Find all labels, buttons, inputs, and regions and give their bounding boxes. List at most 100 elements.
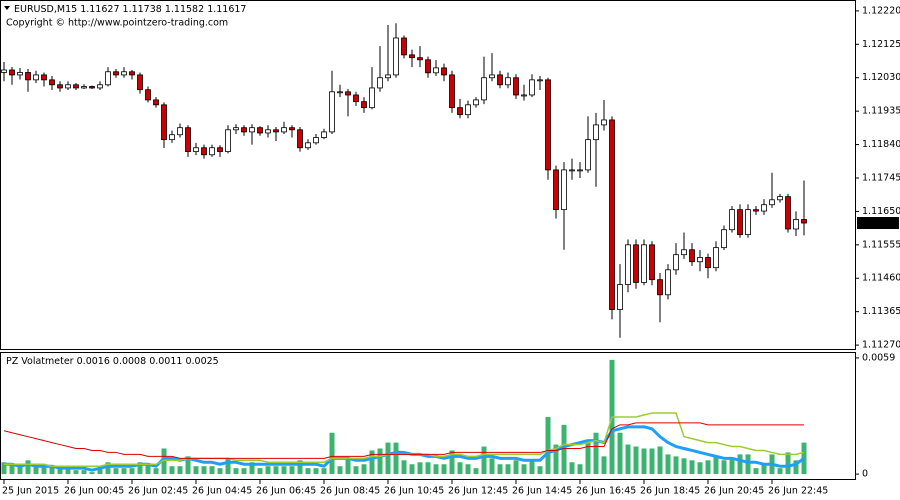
volatility-bar <box>793 460 799 475</box>
candle-body <box>433 67 439 74</box>
candle-body <box>257 127 263 134</box>
indicator-line <box>3 422 804 459</box>
candle-body <box>521 94 527 97</box>
candle-body <box>9 69 15 76</box>
volatility-bar <box>473 468 479 475</box>
candle-body <box>73 84 79 89</box>
volatility-bar <box>305 468 311 475</box>
volatility-bar <box>169 466 175 475</box>
volatility-bar <box>601 456 607 475</box>
volatility-bar <box>129 468 135 475</box>
volatility-bar <box>737 454 743 475</box>
candle-body <box>785 196 791 230</box>
volatility-bar <box>161 448 167 475</box>
candle-body <box>609 119 615 310</box>
price-label: 1.11617 <box>860 218 899 229</box>
candle-body <box>161 104 167 141</box>
indicator-value: 0.0016 <box>77 356 110 367</box>
volatility-bar <box>49 466 55 475</box>
candle-body <box>665 269 671 296</box>
volatility-bar <box>65 468 71 475</box>
volatility-bar <box>257 468 263 475</box>
volatility-bar <box>633 446 639 475</box>
volatility-bar <box>113 468 119 475</box>
volatility-bar <box>521 464 527 475</box>
chart-title: EURUSD,M15 1.11627 1.11738 1.11582 1.116… <box>14 4 246 15</box>
y-tick-label: 0.0059 <box>862 352 895 363</box>
y-tick-label: 1.11555 <box>862 239 900 250</box>
volatility-bar <box>1 462 7 475</box>
x-tick-label: 26 Jun 22:45 <box>768 486 828 497</box>
indicator-value: 0.0008 <box>113 356 146 367</box>
candle-body <box>497 74 503 86</box>
volatility-bar <box>673 456 679 475</box>
volatility-bar <box>425 462 431 475</box>
candle-body <box>625 244 631 285</box>
candle-body <box>249 127 255 133</box>
volatility-bar <box>33 466 39 475</box>
candle-body <box>689 249 695 263</box>
volatility-bar <box>121 468 127 475</box>
main-panel <box>0 0 856 350</box>
candle-body <box>417 57 423 61</box>
volatility-bar <box>337 466 343 475</box>
x-tick-label: 26 Jun 02:45 <box>128 486 188 497</box>
volatility-bar <box>481 446 487 475</box>
volatility-bar <box>241 468 247 475</box>
y-tick-label: 1.11270 <box>862 340 900 351</box>
candle-body <box>545 79 551 171</box>
candle-body <box>353 94 359 103</box>
candle-body <box>753 209 759 212</box>
candle-body <box>385 74 391 79</box>
volatility-bar <box>641 448 647 475</box>
candle-body <box>129 71 135 76</box>
x-tick-label: 25 Jun 2015 <box>2 486 59 497</box>
candle-body <box>313 137 319 144</box>
volatility-bar <box>689 460 695 475</box>
x-tick-label: 26 Jun 12:45 <box>448 486 508 497</box>
candle-body <box>761 204 767 212</box>
volatility-bar <box>713 456 719 475</box>
x-tick-label: 26 Jun 18:45 <box>640 486 700 497</box>
y-tick-label: 1.11840 <box>862 139 900 150</box>
volatility-bar <box>185 456 191 475</box>
volatility-bar <box>177 466 183 475</box>
candle-body <box>265 129 271 134</box>
candle-body <box>1 69 7 73</box>
volatility-bar <box>209 466 215 475</box>
volatility-bar <box>233 468 239 475</box>
candle-body <box>201 147 207 156</box>
x-tick-label: 26 Jun 14:45 <box>512 486 572 497</box>
candle-body <box>113 71 119 76</box>
volatility-bar <box>465 464 471 475</box>
volatility-bar <box>313 468 319 475</box>
y-tick-label: 1.11650 <box>862 206 900 217</box>
volatility-bar <box>545 416 551 475</box>
candle-body <box>569 169 575 172</box>
volatility-bar <box>225 458 231 475</box>
candle-body <box>537 79 543 82</box>
candle-body <box>649 244 655 281</box>
candle-body <box>329 91 335 133</box>
candle-body <box>137 74 143 91</box>
candle-body <box>721 229 727 249</box>
candle-body <box>513 77 519 96</box>
y-tick-label: 1.11460 <box>862 273 900 284</box>
volatility-bar <box>97 468 103 475</box>
menu-arrow <box>4 6 10 10</box>
candle-body <box>641 244 647 283</box>
candle-body <box>377 77 383 89</box>
candle-body <box>529 79 535 96</box>
candle-body <box>65 84 71 89</box>
candle-body <box>233 127 239 131</box>
x-tick-label: 26 Jun 06:45 <box>256 486 316 497</box>
candle-body <box>217 147 223 153</box>
volatility-bar <box>585 442 591 475</box>
candle-body <box>457 107 463 116</box>
copyright: Copyright © http://www.pointzero-trading… <box>6 18 228 29</box>
candle-body <box>153 99 159 106</box>
candle-body <box>673 254 679 271</box>
candle-body <box>321 131 327 138</box>
y-tick-label: 1.11365 <box>862 306 900 317</box>
x-tick-label: 26 Jun 20:45 <box>704 486 764 497</box>
